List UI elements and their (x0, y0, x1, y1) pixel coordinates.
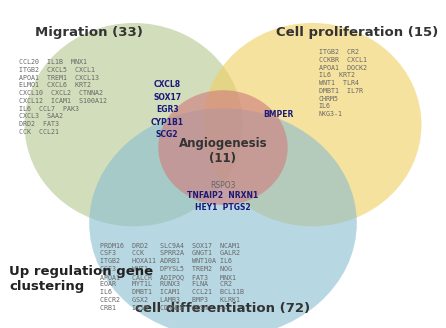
Text: CXCL8
SOX17
EGR3
CYP1B1
SCG2: CXCL8 SOX17 EGR3 CYP1B1 SCG2 (151, 80, 184, 139)
Text: Angiogenesis
(11): Angiogenesis (11) (179, 137, 267, 165)
Ellipse shape (89, 108, 357, 328)
Ellipse shape (158, 90, 288, 205)
Text: PRDM16  DRD2   SLC9A4  SOX17  NCAM1
CSF3    CCK    SPRR2A  GNGT1  GALR2
ITGB2   : PRDM16 DRD2 SLC9A4 SOX17 NCAM1 CSF3 CCK … (100, 243, 244, 311)
Ellipse shape (203, 23, 421, 226)
Text: cell differentiation (72): cell differentiation (72) (136, 302, 310, 315)
Text: CCL20  IL1B  MNX1
ITGB2  CXCL5  CXCL1
APOA1  TREM1  CXCL13
ELMO1  CXCL6  KRT2
CX: CCL20 IL1B MNX1 ITGB2 CXCL5 CXCL1 APOA1 … (19, 59, 107, 135)
Text: BMPER: BMPER (264, 110, 294, 119)
Text: Cell proliferation (15): Cell proliferation (15) (276, 26, 438, 39)
Text: TNFAIP2  NRXN1
HEY1  PTGS2: TNFAIP2 NRXN1 HEY1 PTGS2 (187, 191, 259, 213)
Text: RSPO3: RSPO3 (210, 181, 236, 190)
Text: Up regulation gene
clustering: Up regulation gene clustering (9, 265, 153, 293)
Ellipse shape (25, 23, 243, 226)
Text: ITGB2  CR2
CCKBR  CXCL1
APOA1  DOCK2
IL6  KRT2
WNT1  TLR4
DMBT1  IL7R
CHRM5
IL6
: ITGB2 CR2 CCKBR CXCL1 APOA1 DOCK2 IL6 KR… (319, 49, 367, 117)
Text: Migration (33): Migration (33) (35, 26, 143, 39)
